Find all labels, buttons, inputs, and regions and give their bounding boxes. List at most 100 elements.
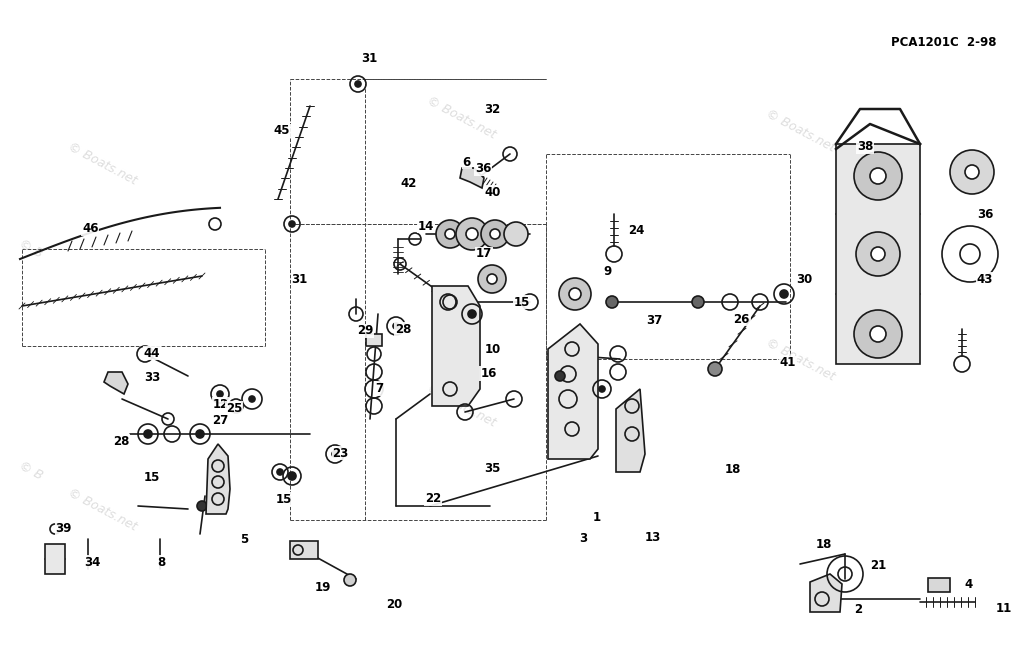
Bar <box>366 334 382 346</box>
Text: © Boats.net: © Boats.net <box>763 336 837 383</box>
Circle shape <box>871 247 885 261</box>
Circle shape <box>468 310 476 318</box>
Bar <box>290 541 318 559</box>
Text: 44: 44 <box>144 347 160 360</box>
Text: 26: 26 <box>734 313 750 326</box>
Text: 20: 20 <box>386 598 402 611</box>
Text: 18: 18 <box>724 463 741 476</box>
Text: 9: 9 <box>603 265 611 278</box>
Text: 30: 30 <box>796 273 813 286</box>
Text: 4: 4 <box>964 577 973 591</box>
Text: 39: 39 <box>55 522 72 535</box>
Circle shape <box>196 430 204 438</box>
Polygon shape <box>810 574 842 612</box>
Text: 38: 38 <box>857 140 873 153</box>
Circle shape <box>942 226 998 282</box>
Text: 19: 19 <box>315 581 331 594</box>
Text: © Boats.net: © Boats.net <box>763 107 837 154</box>
Text: 36: 36 <box>475 162 491 175</box>
Circle shape <box>692 296 704 308</box>
Text: 11: 11 <box>995 602 1012 615</box>
Circle shape <box>870 326 886 342</box>
Circle shape <box>950 150 994 194</box>
Text: © Boats.net: © Boats.net <box>66 140 140 187</box>
Text: 40: 40 <box>484 186 501 199</box>
Text: 28: 28 <box>395 323 411 336</box>
Text: © Boats.net: © Boats.net <box>425 382 499 429</box>
Circle shape <box>490 229 500 239</box>
Text: 8: 8 <box>157 556 165 569</box>
Circle shape <box>445 229 455 239</box>
Circle shape <box>487 274 497 284</box>
Circle shape <box>197 501 207 511</box>
Text: 46: 46 <box>82 222 98 235</box>
Text: 29: 29 <box>357 324 373 337</box>
Text: 13: 13 <box>644 531 661 544</box>
Text: 6: 6 <box>463 156 471 169</box>
Circle shape <box>478 265 506 293</box>
Circle shape <box>456 218 488 250</box>
Polygon shape <box>460 168 484 188</box>
Text: 7: 7 <box>376 382 384 395</box>
Text: 42: 42 <box>400 177 417 190</box>
Text: 21: 21 <box>870 559 886 572</box>
Polygon shape <box>548 324 598 459</box>
Text: 17: 17 <box>476 247 492 260</box>
Polygon shape <box>104 372 128 394</box>
Text: 36: 36 <box>977 208 993 221</box>
Circle shape <box>288 472 295 480</box>
Circle shape <box>856 232 900 276</box>
Text: 18: 18 <box>816 538 832 551</box>
Circle shape <box>708 362 722 376</box>
Text: 16: 16 <box>480 367 497 380</box>
Circle shape <box>606 296 618 308</box>
Text: 5: 5 <box>240 533 248 546</box>
Circle shape <box>436 220 464 248</box>
Text: 25: 25 <box>226 402 242 415</box>
Text: 15: 15 <box>144 471 160 484</box>
Text: 22: 22 <box>425 492 441 505</box>
Circle shape <box>780 290 788 298</box>
Polygon shape <box>45 544 65 574</box>
Circle shape <box>854 310 902 358</box>
Text: © Boats.net: © Boats.net <box>425 94 499 141</box>
Text: 31: 31 <box>361 52 378 65</box>
Text: 12: 12 <box>212 398 229 411</box>
Circle shape <box>559 278 591 310</box>
Text: 41: 41 <box>780 356 796 370</box>
Polygon shape <box>206 444 230 514</box>
Circle shape <box>249 396 255 402</box>
Text: 35: 35 <box>484 462 501 475</box>
Polygon shape <box>432 286 480 406</box>
Circle shape <box>870 168 886 184</box>
Text: 43: 43 <box>977 273 993 286</box>
Text: 28: 28 <box>113 435 129 448</box>
Text: 23: 23 <box>332 447 349 460</box>
Circle shape <box>569 288 581 300</box>
Circle shape <box>344 574 356 586</box>
Circle shape <box>555 371 565 381</box>
Text: 45: 45 <box>274 124 290 137</box>
Polygon shape <box>836 144 920 364</box>
Circle shape <box>599 386 605 392</box>
Text: PCA1201C  2-98: PCA1201C 2-98 <box>891 36 996 49</box>
Text: 15: 15 <box>276 493 292 506</box>
Text: 37: 37 <box>646 314 663 327</box>
Text: 10: 10 <box>484 343 501 356</box>
Bar <box>928 578 950 592</box>
Circle shape <box>355 81 361 87</box>
Circle shape <box>504 222 528 246</box>
Text: 33: 33 <box>144 371 160 384</box>
Text: © Boats.net: © Boats.net <box>66 487 140 534</box>
Text: 2: 2 <box>854 603 862 616</box>
Circle shape <box>332 451 338 457</box>
Circle shape <box>144 430 152 438</box>
Text: 34: 34 <box>84 556 101 569</box>
Circle shape <box>466 228 478 240</box>
Polygon shape <box>616 389 645 472</box>
Circle shape <box>965 165 979 179</box>
Text: 27: 27 <box>212 414 229 427</box>
Circle shape <box>218 391 223 397</box>
Text: 31: 31 <box>291 273 308 286</box>
Circle shape <box>277 469 283 475</box>
